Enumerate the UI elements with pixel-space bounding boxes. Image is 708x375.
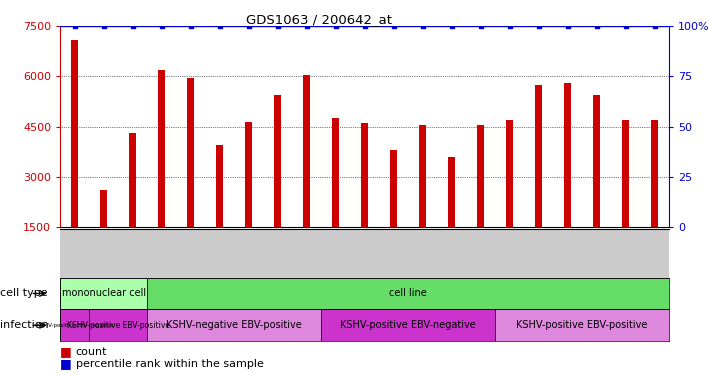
Bar bbox=[535, 85, 542, 227]
Text: GDS1063 / 200642_at: GDS1063 / 200642_at bbox=[246, 13, 392, 26]
Text: KSHV-positive EBV-negative: KSHV-positive EBV-negative bbox=[37, 323, 113, 328]
Text: KSHV-positive EBV-positive: KSHV-positive EBV-positive bbox=[67, 321, 170, 330]
Bar bbox=[60, 278, 147, 309]
Point bbox=[620, 23, 632, 29]
Point bbox=[446, 23, 457, 29]
Bar bbox=[158, 70, 165, 227]
Bar bbox=[564, 83, 571, 227]
Point bbox=[214, 23, 225, 29]
Text: KSHV-negative EBV-positive: KSHV-negative EBV-positive bbox=[166, 320, 302, 330]
Bar bbox=[651, 120, 658, 227]
Point bbox=[98, 23, 109, 29]
Bar bbox=[477, 125, 484, 227]
Text: ■: ■ bbox=[60, 345, 72, 358]
Point bbox=[504, 23, 515, 29]
Point bbox=[649, 23, 661, 29]
Bar bbox=[419, 125, 426, 227]
Point bbox=[359, 23, 370, 29]
Text: KSHV-positive EBV-positive: KSHV-positive EBV-positive bbox=[516, 320, 648, 330]
Bar bbox=[71, 40, 79, 227]
Bar bbox=[495, 309, 669, 341]
Bar bbox=[129, 133, 136, 227]
Point bbox=[417, 23, 428, 29]
Text: mononuclear cell: mononuclear cell bbox=[62, 288, 146, 298]
Bar bbox=[245, 122, 252, 227]
Bar bbox=[332, 118, 339, 227]
Point bbox=[475, 23, 486, 29]
Text: count: count bbox=[76, 347, 107, 357]
Bar bbox=[60, 309, 89, 341]
Text: cell line: cell line bbox=[389, 288, 427, 298]
Point bbox=[69, 23, 80, 29]
Point bbox=[533, 23, 544, 29]
Point bbox=[591, 23, 603, 29]
Bar bbox=[100, 190, 108, 227]
Point bbox=[127, 23, 138, 29]
Bar bbox=[89, 309, 147, 341]
Point bbox=[388, 23, 399, 29]
Point bbox=[185, 23, 196, 29]
Text: percentile rank within the sample: percentile rank within the sample bbox=[76, 359, 263, 369]
Bar bbox=[361, 123, 368, 227]
Bar bbox=[303, 75, 310, 227]
Bar bbox=[147, 278, 669, 309]
Point bbox=[156, 23, 167, 29]
Bar bbox=[448, 157, 455, 227]
Bar bbox=[506, 120, 513, 227]
Bar bbox=[147, 309, 321, 341]
Text: KSHV-positive EBV-negative: KSHV-positive EBV-negative bbox=[341, 320, 476, 330]
Point bbox=[243, 23, 254, 29]
Bar bbox=[593, 95, 600, 227]
Bar bbox=[622, 120, 629, 227]
Text: infection: infection bbox=[0, 320, 49, 330]
Bar bbox=[321, 309, 495, 341]
Text: cell type: cell type bbox=[0, 288, 47, 298]
Point bbox=[562, 23, 573, 29]
Bar bbox=[187, 78, 194, 227]
Point bbox=[301, 23, 312, 29]
Bar bbox=[274, 95, 281, 227]
Point bbox=[272, 23, 283, 29]
Bar bbox=[390, 150, 397, 227]
Text: ■: ■ bbox=[60, 357, 72, 370]
Bar bbox=[216, 145, 223, 227]
Point bbox=[330, 23, 341, 29]
